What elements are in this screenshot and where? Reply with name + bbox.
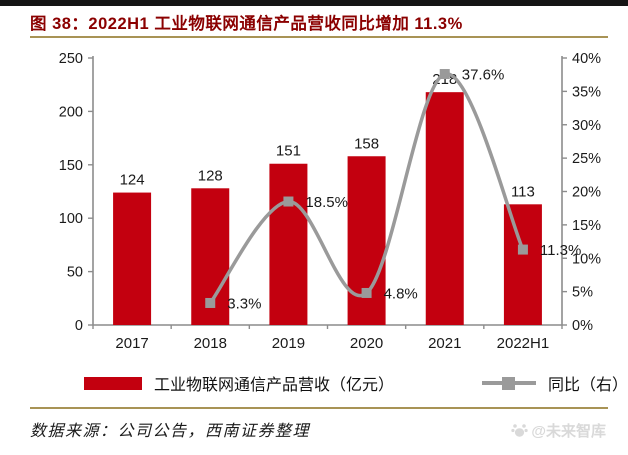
line-value-label: 4.8% xyxy=(384,285,418,302)
y-axis-right-tick-label: 0% xyxy=(572,318,593,334)
bar-value-label: 128 xyxy=(198,167,223,184)
line-value-label: 37.6% xyxy=(462,67,505,84)
bar-value-label: 124 xyxy=(120,172,145,189)
x-axis-label: 2019 xyxy=(272,335,305,352)
y-axis-left-tick-label: 200 xyxy=(59,104,83,120)
y-axis-right-tick-label: 25% xyxy=(572,151,601,167)
legend-item-yoy: 同比（右） xyxy=(482,371,628,395)
line-marker-2022H1 xyxy=(517,244,528,255)
yoy-line xyxy=(208,72,525,305)
legend-line-swatch xyxy=(482,376,536,390)
paw-logo-icon xyxy=(511,424,529,437)
watermark: @未来智库 xyxy=(511,420,606,441)
legend-line-marker xyxy=(502,376,515,390)
y-axis-right-tick-label: 35% xyxy=(572,84,601,100)
y-axis-right-tick-label: 40% xyxy=(572,51,601,67)
line-marker-2018 xyxy=(205,297,216,308)
bar-2019 xyxy=(269,163,308,325)
bar-2022H1 xyxy=(503,204,542,325)
y-axis-left-tick-label: 0 xyxy=(75,318,83,334)
line-marker-2019 xyxy=(283,196,294,207)
line-value-label: 3.3% xyxy=(227,295,261,312)
x-axis-label: 2018 xyxy=(194,335,227,352)
legend-item-revenue: 工业物联网通信产品营收（亿元） xyxy=(84,371,394,395)
y-axis-right-tick-label: 10% xyxy=(572,251,601,267)
line-value-label: 11.3% xyxy=(540,242,581,259)
line-marker-2021 xyxy=(439,69,450,80)
chart-legend: 工业物联网通信产品营收（亿元） 同比（右） xyxy=(0,371,628,395)
y-axis-right-tick-label: 5% xyxy=(572,285,593,301)
legend-yoy-label: 同比（右） xyxy=(548,377,628,394)
y-axis-left-tick-label: 250 xyxy=(59,51,83,67)
x-axis-label: 2021 xyxy=(428,335,461,352)
top-border-bar xyxy=(0,0,628,6)
chart-plot: 0 50 100 150 200 250 0% 5% 10% 15% 20% 25% 30% 35% 40%… xyxy=(59,51,601,352)
y-axis-right-tick-label: 20% xyxy=(572,185,601,201)
divider-top xyxy=(30,36,608,38)
bar-value-label: 158 xyxy=(354,135,379,152)
y-axis-left-tick-label: 50 xyxy=(67,265,83,281)
x-axis-label: 2022H1 xyxy=(497,335,550,352)
bar-value-label: 151 xyxy=(276,143,301,160)
line-marker-2020 xyxy=(361,287,372,298)
y-axis-right-tick-label: 30% xyxy=(572,118,601,134)
line-value-label: 18.5% xyxy=(305,194,348,211)
bar-2020 xyxy=(347,156,386,325)
divider-bottom xyxy=(30,407,608,409)
x-axis-label: 2017 xyxy=(115,335,148,352)
y-axis-right-tick-label: 15% xyxy=(572,218,601,234)
watermark-text: @未来智库 xyxy=(531,423,606,440)
bar-value-label: 113 xyxy=(511,183,535,200)
bar-2017 xyxy=(113,192,152,325)
legend-bar-label: 工业物联网通信产品营收（亿元） xyxy=(154,377,395,394)
legend-bar-swatch xyxy=(84,376,142,390)
y-axis-left-tick-label: 150 xyxy=(59,158,83,174)
figure-title: 图 38：2022H1 工业物联网通信产品营收同比增加 11.3% xyxy=(30,15,463,33)
bar-2021 xyxy=(425,92,464,325)
data-source-note: 数据来源：公司公告，西南证券整理 xyxy=(30,423,311,440)
y-axis-left-tick-label: 100 xyxy=(59,211,83,227)
x-axis-label: 2020 xyxy=(350,335,383,352)
